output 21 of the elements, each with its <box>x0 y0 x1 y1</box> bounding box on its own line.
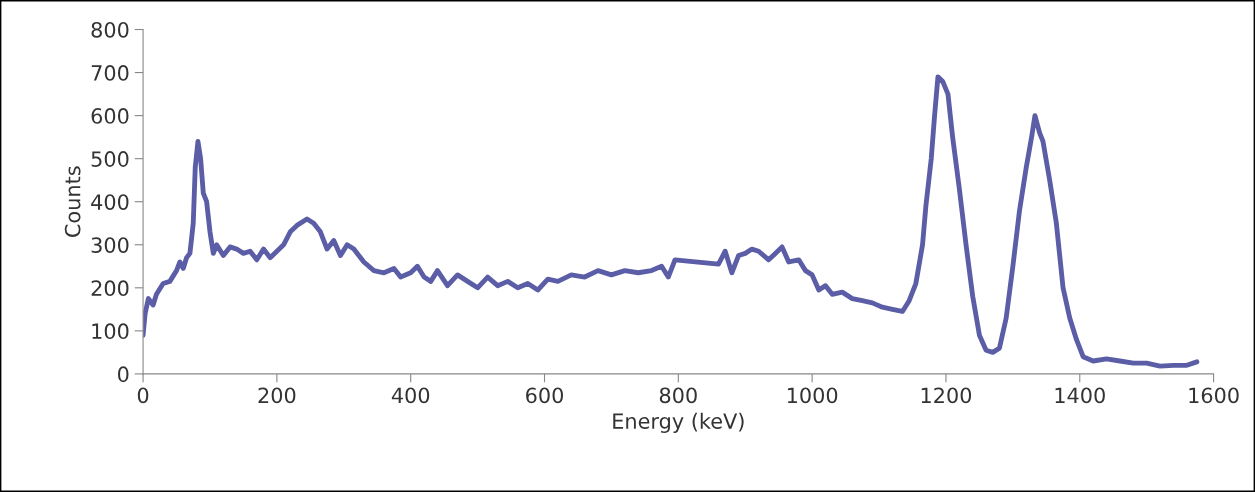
y-tick-label: 200 <box>91 280 129 297</box>
y-tick-label: 600 <box>91 108 129 124</box>
y-tick-label: 800 <box>91 21 129 38</box>
x-tick-label: 200 <box>258 387 296 404</box>
x-axis-title: Energy (keV) <box>613 412 744 433</box>
x-tick-label: 0 <box>137 387 149 404</box>
y-tick-label: 500 <box>91 151 129 167</box>
y-tick-label: 0 <box>117 366 129 383</box>
x-tick-label: 600 <box>526 387 564 404</box>
y-tick-label: 300 <box>91 237 129 253</box>
line-series <box>143 74 1200 369</box>
y-tick-label: 700 <box>91 65 129 81</box>
x-tick-label: 1000 <box>787 387 838 404</box>
x-tick-label: 1600 <box>1189 387 1239 404</box>
x-tick-label: 1200 <box>921 387 972 404</box>
x-tick-label: 400 <box>391 387 430 404</box>
y-axis-title: Counts <box>64 166 81 237</box>
x-tick-label: 1400 <box>1055 387 1105 404</box>
y-tick-label: 400 <box>91 194 129 210</box>
y-tick-label: 100 <box>92 323 129 340</box>
x-tick-label: 800 <box>659 387 697 404</box>
